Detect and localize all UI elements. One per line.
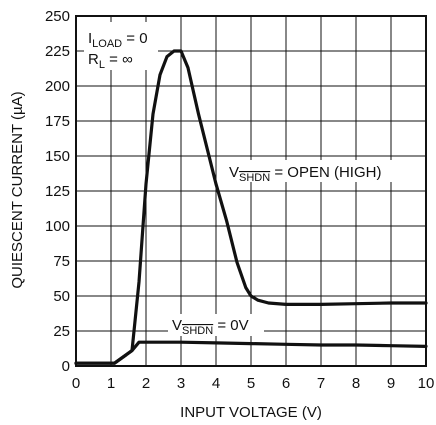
series-open-label: VSHDN = OPEN (HIGH) bbox=[229, 164, 381, 184]
y-tick-label: 125 bbox=[45, 183, 70, 200]
x-tick-label: 3 bbox=[177, 375, 185, 392]
series-open-annotation: VSHDN = OPEN (HIGH) bbox=[226, 160, 408, 184]
y-tick-label: 25 bbox=[53, 323, 70, 340]
rl-label: RL = ∞ bbox=[88, 51, 133, 71]
y-tick-label: 250 bbox=[45, 8, 70, 25]
plot-frame bbox=[75, 15, 427, 367]
series-line-open bbox=[74, 49, 428, 365]
x-tick-label: 10 bbox=[418, 375, 435, 392]
y-tick-label: 50 bbox=[53, 288, 70, 305]
x-tick-label: 1 bbox=[107, 375, 115, 392]
y-tick-label: 0 bbox=[62, 358, 70, 375]
y-tick-label: 150 bbox=[45, 148, 70, 165]
conditions-annotation: ILOAD = 0 RL = ∞ bbox=[84, 22, 158, 71]
x-tick-label: 8 bbox=[352, 375, 360, 392]
y-tick-labels: 0 25 50 75 100 125 150 175 200 225 250 bbox=[45, 8, 70, 375]
grid bbox=[76, 16, 426, 366]
x-tick-label: 5 bbox=[247, 375, 255, 392]
series-line-zero bbox=[74, 340, 428, 365]
y-axis-label: QUIESCENT CURRENT (µA) bbox=[9, 91, 26, 288]
y-tick-label: 175 bbox=[45, 113, 70, 130]
x-tick-label: 4 bbox=[212, 375, 220, 392]
series-zero-annotation-bg bbox=[168, 314, 264, 336]
x-tick-label: 2 bbox=[142, 375, 150, 392]
series-zero-annotation: VSHDN = 0V bbox=[168, 314, 264, 337]
y-tick-label: 75 bbox=[53, 253, 70, 270]
iload-label: ILOAD = 0 bbox=[88, 30, 148, 50]
x-tick-labels: 0 1 2 3 4 5 6 7 8 9 10 bbox=[72, 375, 435, 392]
x-tick-label: 9 bbox=[387, 375, 395, 392]
x-tick-label: 7 bbox=[317, 375, 325, 392]
y-tick-label: 200 bbox=[45, 78, 70, 95]
x-tick-label: 6 bbox=[282, 375, 290, 392]
series-layer bbox=[74, 49, 428, 365]
x-axis-label: INPUT VOLTAGE (V) bbox=[180, 404, 322, 421]
y-tick-label: 225 bbox=[45, 43, 70, 60]
x-tick-label: 0 bbox=[72, 375, 80, 392]
series-zero-label: VSHDN = 0V bbox=[172, 317, 249, 337]
series-open-annotation-bg bbox=[226, 160, 408, 182]
y-tick-label: 100 bbox=[45, 218, 70, 235]
conditions-annotation-bg bbox=[84, 22, 158, 70]
